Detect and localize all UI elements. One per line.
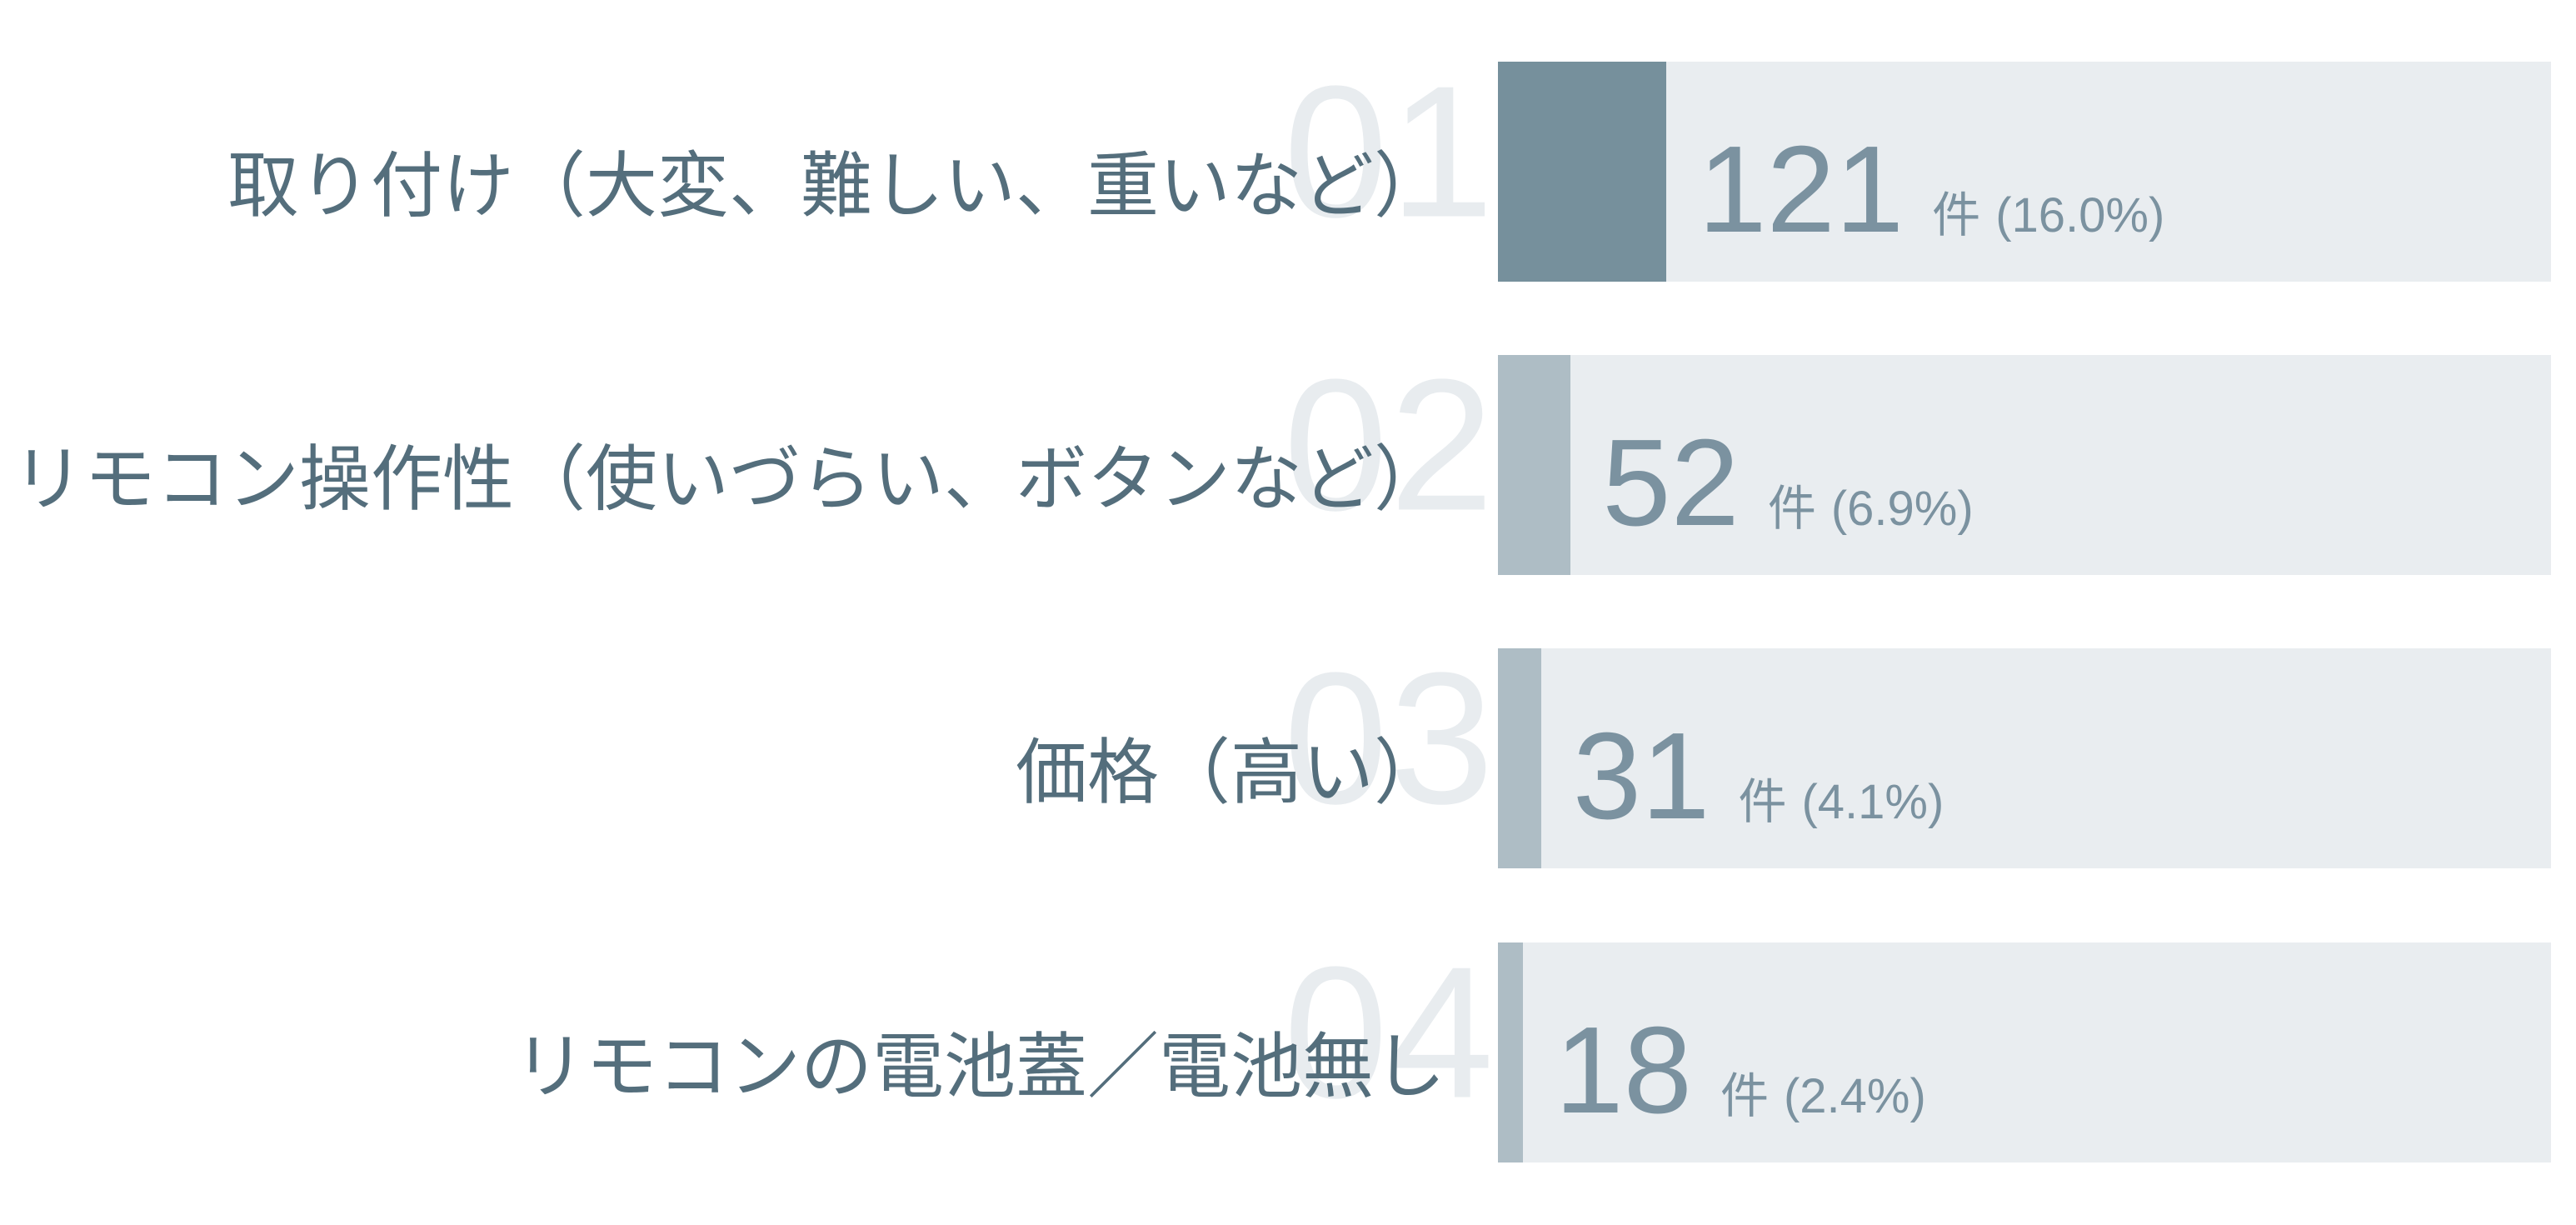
bar-value: 18 件 (2.4%) (1555, 1009, 1925, 1132)
bar-fill (1498, 355, 1571, 575)
percentage-label: (2.4%) (1783, 1069, 1926, 1123)
bar-fill (1498, 62, 1667, 282)
bar-track: 52 件 (6.9%) (1498, 355, 2551, 575)
bar-fill (1498, 648, 1541, 868)
percentage-label: (4.1%) (1801, 775, 1944, 829)
category-label: 価格（高い） (1016, 732, 1445, 813)
chart-row: 04 リモコンの電池蓋／電池無し 18 件 (2.4%) (0, 927, 2576, 1162)
bar-track: 121 件 (16.0%) (1498, 62, 2551, 282)
unit-label: 件 (1932, 188, 1981, 242)
chart-row: 01 取り付け（大変、難しい、重いなど） 121 件 (16.0%) (0, 58, 2576, 282)
rank-number: 03 (1283, 632, 1495, 843)
percentage-label: (16.0%) (1995, 188, 2165, 242)
bar-track: 18 件 (2.4%) (1498, 942, 2551, 1162)
rank-number: 04 (1283, 927, 1495, 1138)
category-label: 取り付け（大変、難しい、重いなど） (227, 146, 1445, 227)
bar-value: 52 件 (6.9%) (1602, 422, 1973, 545)
value-number: 121 (1698, 121, 1905, 258)
value-number: 52 (1602, 414, 1740, 552)
rank-number: 02 (1283, 339, 1495, 550)
unit-label: 件 (1767, 482, 1816, 536)
bar-value: 121 件 (16.0%) (1698, 128, 2164, 252)
chart-row: 02 リモコン操作性（使いづらい、ボタンなど） 52 件 (6.9%) (0, 339, 2576, 575)
bar-fill (1498, 942, 1524, 1162)
category-label: リモコンの電池蓋／電池無し (514, 1027, 1445, 1108)
chart-row: 03 価格（高い） 31 件 (4.1%) (0, 632, 2576, 868)
percentage-label: (6.9%) (1830, 482, 1974, 536)
category-label: リモコン操作性（使いづらい、ボタンなど） (12, 439, 1445, 520)
value-number: 31 (1572, 708, 1710, 845)
rank-number: 01 (1283, 46, 1495, 257)
value-number: 18 (1555, 1002, 1692, 1139)
bar-track: 31 件 (4.1%) (1498, 648, 2551, 868)
bar-value: 31 件 (4.1%) (1573, 715, 1944, 838)
unit-label: 件 (1720, 1069, 1769, 1123)
unit-label: 件 (1738, 775, 1787, 829)
